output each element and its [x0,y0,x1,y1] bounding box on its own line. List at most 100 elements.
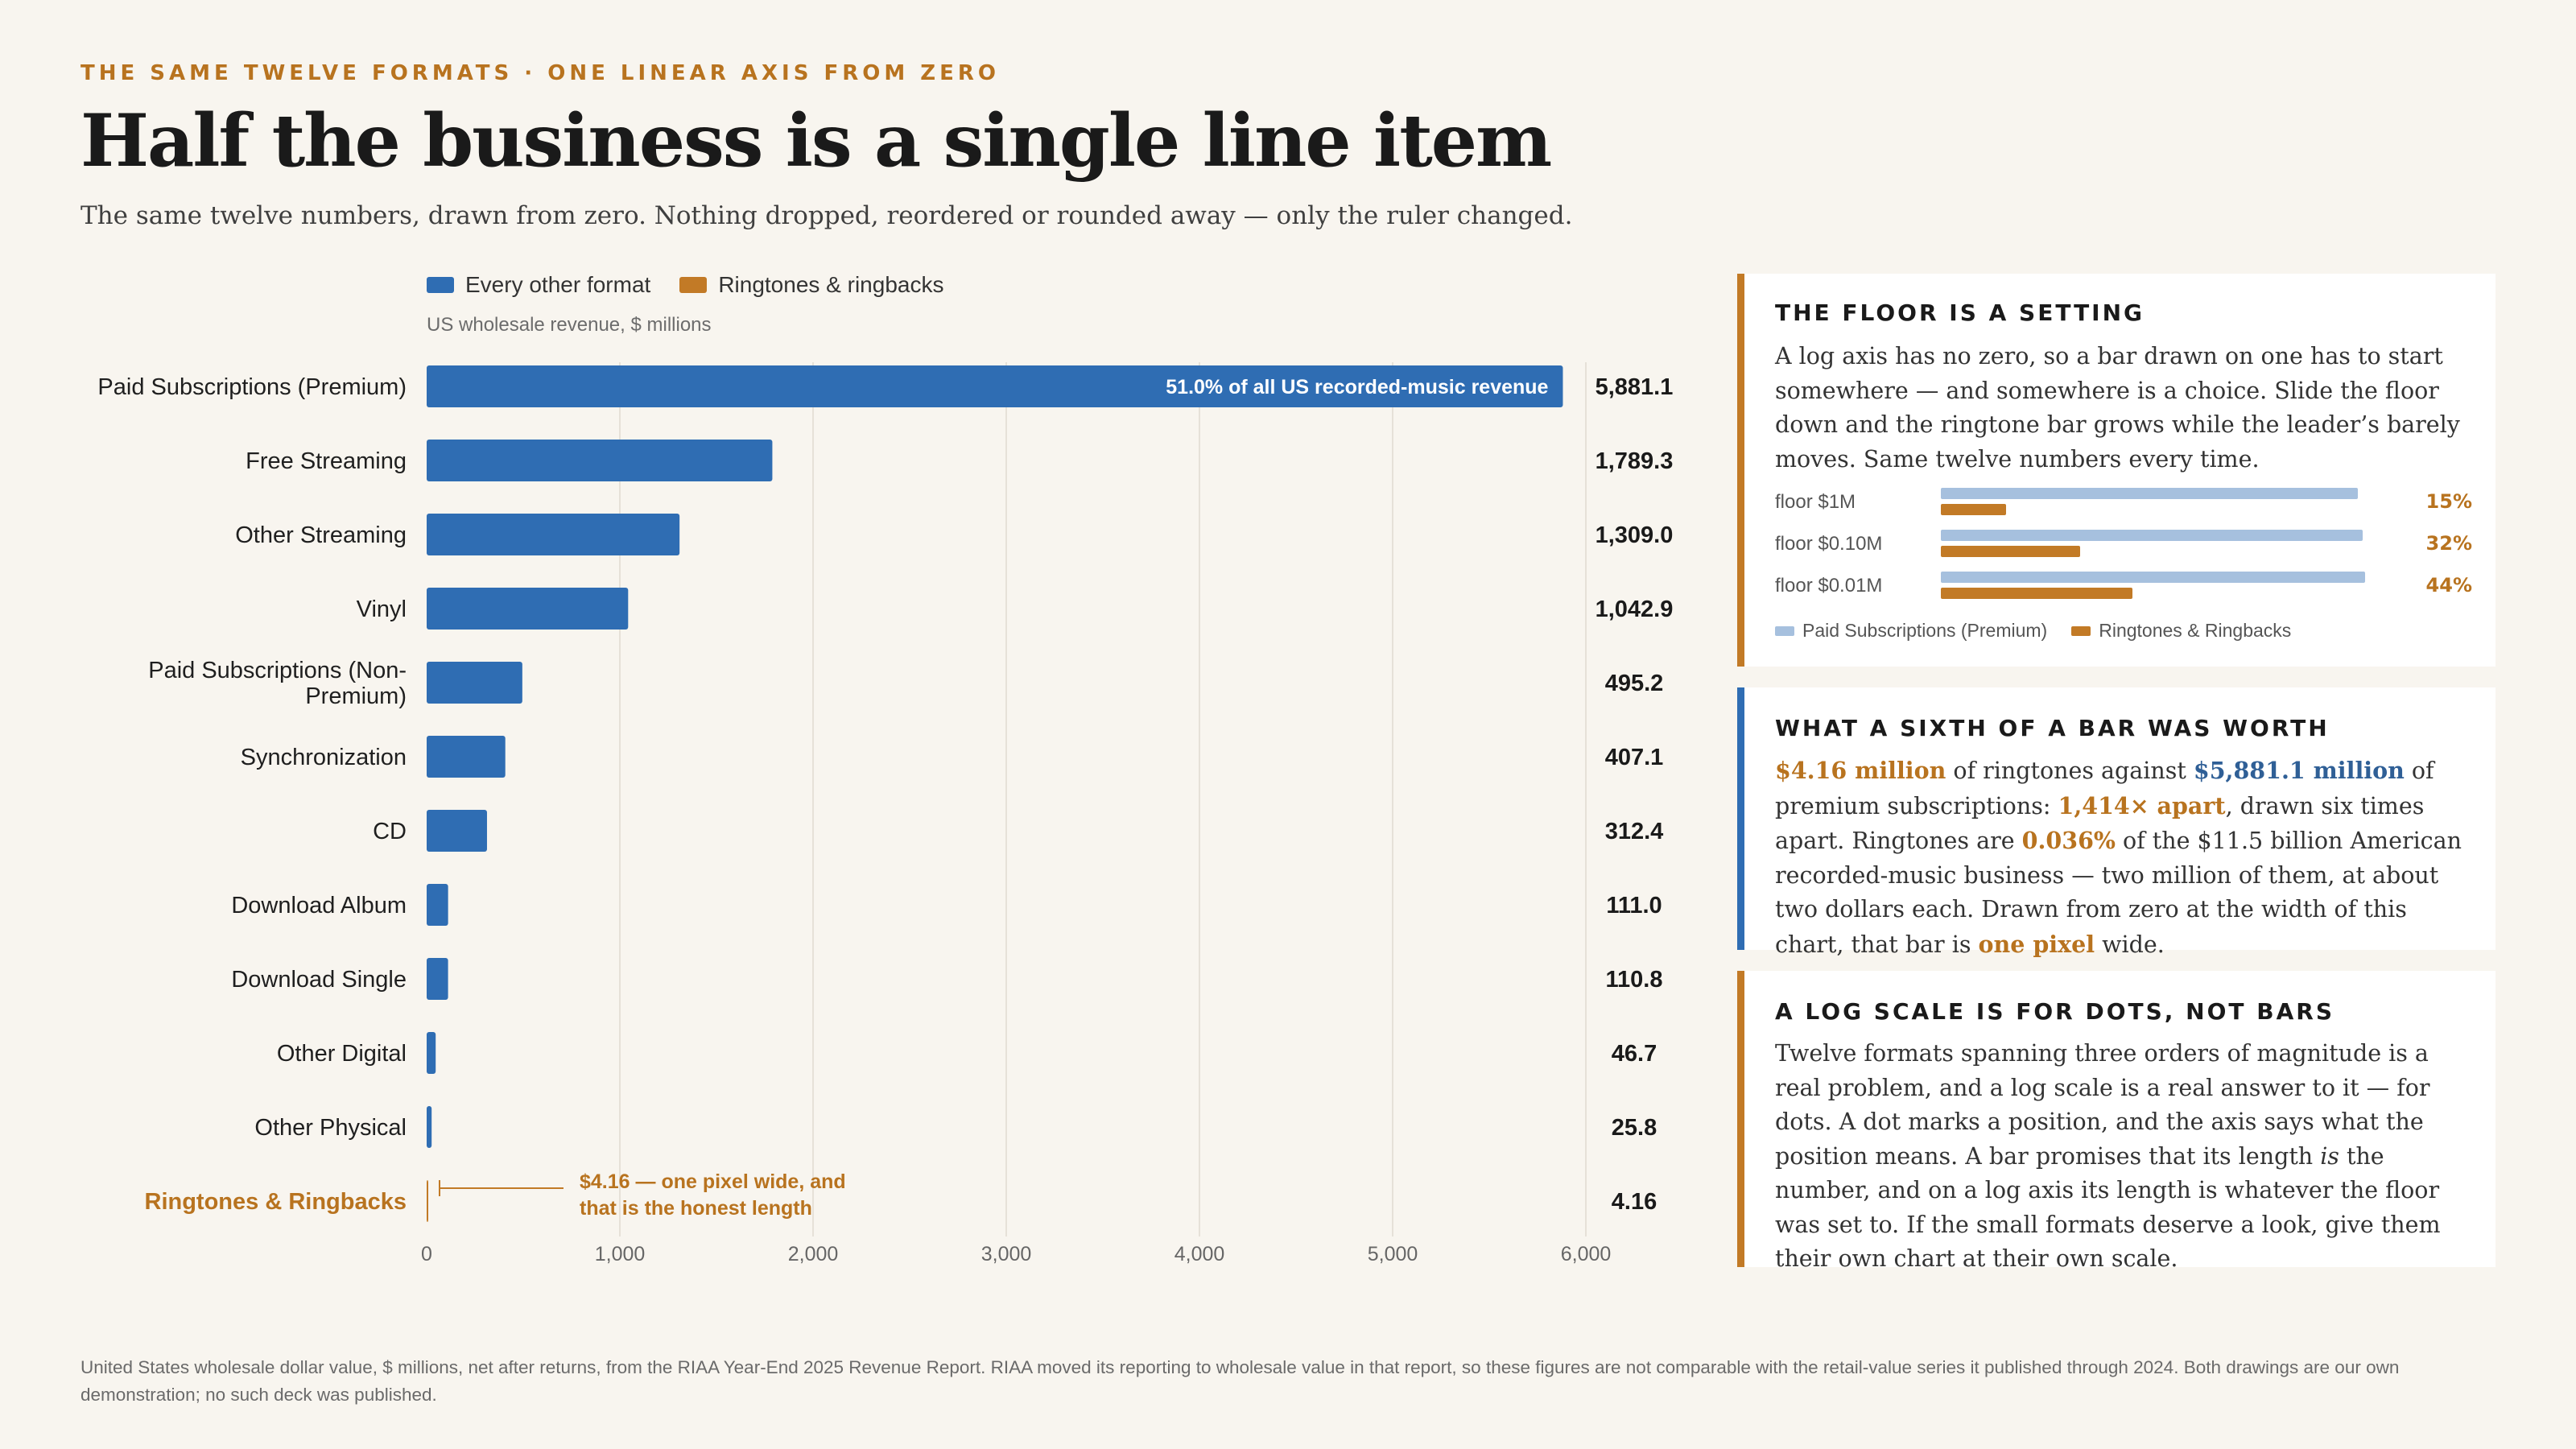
bar-8 [427,884,448,926]
floor-row-label: floor $0.10M [1775,533,1883,555]
bar-10 [427,1032,436,1074]
category-label: Other Digital [277,1041,407,1067]
value-label: 1,789.3 [1596,448,1674,474]
callout-text: that is the honest length [580,1197,812,1220]
highlight-one-pixel: one pixel [1978,930,2095,958]
bar-11 [427,1106,432,1148]
bar-5 [427,662,522,704]
bar-3 [427,514,680,555]
bar-4 [427,588,629,630]
category-label: Ringtones & Ringbacks [145,1189,407,1215]
floor-row-label: floor $0.01M [1775,575,1883,597]
category-label: Vinyl [357,597,407,622]
bar-1 [427,365,1563,407]
category-label: Download Single [231,967,407,993]
category-label: Synchronization [241,745,407,770]
text-emphasis: is [2320,1142,2339,1170]
value-label: 312.4 [1605,819,1664,844]
floor-legend: Paid Subscriptions (Premium) Ringtones &… [1775,620,2291,642]
card-log-scale: A LOG SCALE IS FOR DOTS, NOT BARS Twelve… [1737,971,2496,1272]
callout-text: $4.16 — one pixel wide, and [580,1170,846,1193]
category-label: CD [373,819,407,844]
floor-legend-item: Paid Subscriptions (Premium) [1775,620,2047,642]
floor-ringtone-bar [1941,588,2132,599]
text-span: Twelve formats spanning three orders of … [1775,1040,2430,1170]
text-span: of ringtones against [1946,758,2194,784]
category-label: Other Physical [254,1115,407,1141]
highlight-share: 0.036% [2021,827,2116,854]
card-floor-setting: THE FLOOR IS A SETTING A log axis has no… [1737,274,2496,667]
text-span: wide. [2095,931,2165,958]
value-label: 495.2 [1605,671,1664,696]
category-label: Premium) [305,683,407,709]
floor-row-010m: floor $0.10M 32% [1775,530,2472,562]
x-tick-label: 0 [421,1243,432,1265]
card-floor-title: THE FLOOR IS A SETTING [1775,299,2145,326]
legend-label-ringtones: Ringtones & ringbacks [718,272,944,297]
bar-share-annotation: 51.0% of all US recorded-music revenue [1166,376,1548,398]
category-label: Free Streaming [246,448,407,474]
legend-swatch-orange [679,277,708,293]
floor-legend-item: Ringtones & Ringbacks [2071,620,2291,642]
floor-row-label: floor $1M [1775,491,1856,513]
value-label: 5,881.1 [1596,374,1674,400]
floor-legend-swatch [1775,625,1794,636]
value-label: 111.0 [1606,893,1662,919]
floor-row-1m: floor $1M 15% [1775,488,2472,520]
text-span: the number, and on a log axis its length… [1775,1142,2441,1273]
x-tick-label: 5,000 [1368,1243,1418,1265]
axis-units-label: US wholesale revenue, $ millions [427,314,712,336]
bar-6 [427,736,506,778]
floor-premium-bar [1941,488,2359,499]
bar-chart: Paid Subscriptions (Premium) 5,881.1 Free … [97,362,1674,1265]
floor-row-pct: 44% [2425,574,2472,597]
floor-row-pct: 32% [2425,532,2472,555]
bar-12 [427,1180,428,1222]
card-sixth-body: $4.16 million of ringtones against $5,88… [1775,753,2472,962]
category-label: Paid Subscriptions (Premium) [97,374,407,400]
legend-item-ringtones: Ringtones & ringbacks [679,272,943,298]
floor-legend-label: Ringtones & Ringbacks [2099,620,2292,641]
card-sixth-bar: WHAT A SIXTH OF A BAR WAS WORTH $4.16 mi… [1737,687,2496,958]
value-label: 46.7 [1612,1041,1657,1067]
legend-swatch-blue [427,277,454,293]
page-title: Half the business is a single line item [80,98,1552,184]
floor-ringtone-bar [1941,504,2006,515]
floor-row-pct: 15% [2425,490,2472,513]
legend-label-other: Every other format [465,272,651,297]
chart-legend: Every other format Ringtones & ringbacks [427,272,943,298]
value-label: 1,042.9 [1596,597,1674,622]
bar-7 [427,810,487,852]
floor-legend-label: Paid Subscriptions (Premium) [1802,620,2048,641]
card-log-body: Twelve formats spanning three orders of … [1775,1037,2472,1277]
floor-row-001m: floor $0.01M 44% [1775,572,2472,604]
floor-ringtone-bar [1941,546,2080,557]
x-tick-label: 3,000 [981,1243,1032,1265]
floor-legend-swatch [2071,625,2091,636]
floor-premium-bar [1941,530,2363,541]
legend-item-other: Every other format [427,272,650,298]
category-label: Other Streaming [235,522,407,548]
x-tick-label: 1,000 [595,1243,646,1265]
footnote: United States wholesale dollar value, $ … [80,1357,2400,1405]
text-span: , drawn six times apart. Ringtones are [1775,792,2425,855]
card-sixth-title: WHAT A SIXTH OF A BAR WAS WORTH [1775,715,2330,741]
text-span: of premium subscriptions: [1775,758,2434,819]
value-label: 110.8 [1606,967,1663,993]
bar-9 [427,958,448,1000]
card-floor-body: A log axis has no zero, so a bar drawn o… [1775,343,2460,473]
highlight-ratio: 1,414× apart [2058,791,2226,819]
x-tick-label: 2,000 [788,1243,839,1265]
x-tick-label: 4,000 [1174,1243,1225,1265]
kicker: THE SAME TWELVE FORMATS · ONE LINEAR AXI… [80,61,1001,85]
bar-2 [427,440,773,481]
card-log-title: A LOG SCALE IS FOR DOTS, NOT BARS [1775,998,2334,1025]
floor-premium-bar [1941,572,2365,583]
value-label: 25.8 [1612,1115,1657,1141]
text-span: of the $11.5 billion American recorded-m… [1775,828,2462,958]
x-tick-label: 6,000 [1561,1243,1612,1265]
category-label: Paid Subscriptions (Non- [148,658,407,683]
value-label: 1,309.0 [1596,522,1674,548]
page-subtitle: The same twelve numbers, drawn from zero… [80,201,1573,230]
value-label: 4.16 [1612,1189,1657,1215]
